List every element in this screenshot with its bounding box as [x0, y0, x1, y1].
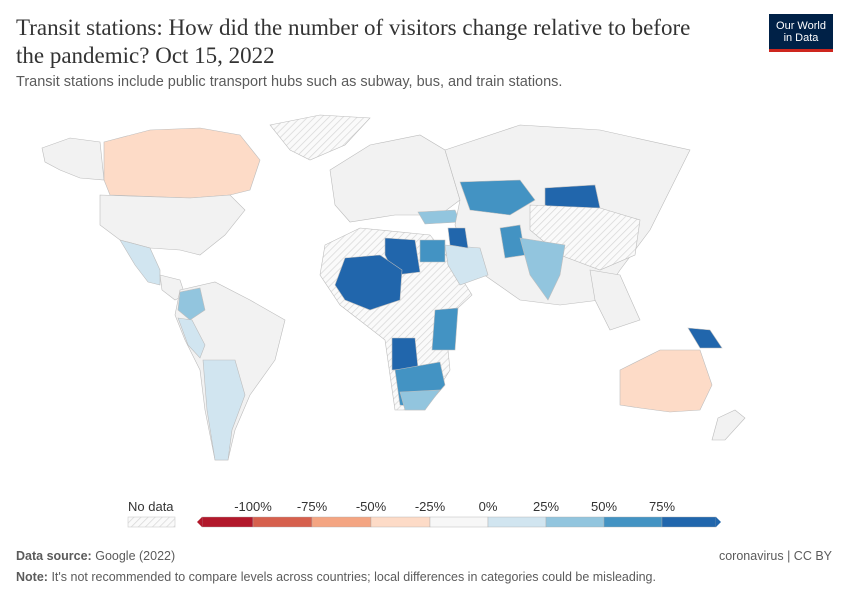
- legend-tick-label: 25%: [533, 499, 559, 514]
- country-turkey[interactable]: [417, 209, 461, 225]
- logo-line1: Our World: [776, 19, 826, 32]
- country-peru[interactable]: [177, 317, 206, 359]
- country-ethiopia-kenya[interactable]: [431, 307, 459, 351]
- country-south-africa[interactable]: [399, 389, 441, 411]
- logo-line2: in Data: [783, 31, 819, 44]
- legend: No data -100% -75% -50% -25% 0% 25% 50% 75%: [127, 499, 721, 528]
- license[interactable]: coronavirus | CC BY: [718, 549, 832, 563]
- legend-arrow-right: [716, 517, 721, 527]
- note: Note: It's not recommended to compare le…: [16, 570, 656, 584]
- chart-subtitle: Transit stations include public transpor…: [16, 74, 563, 90]
- country-india[interactable]: [519, 237, 566, 301]
- legend-tick-label: 0%: [479, 499, 498, 514]
- country-greenland[interactable]: [269, 114, 371, 161]
- note-text: It's not recommended to compare levels a…: [51, 570, 656, 584]
- legend-tick-label: -100%: [234, 499, 272, 514]
- country-png[interactable]: [687, 327, 723, 349]
- source-label: Data source:: [16, 549, 92, 563]
- region-europe[interactable]: [329, 134, 461, 223]
- country-colombia[interactable]: [177, 287, 206, 321]
- legend-bin[interactable]: [370, 516, 431, 528]
- country-mexico[interactable]: [119, 239, 161, 286]
- legend-tick-label: 50%: [591, 499, 617, 514]
- owid-logo[interactable]: Our World in Data: [769, 14, 833, 52]
- legend-bin[interactable]: [661, 516, 717, 528]
- legend-arrow-left: [197, 517, 202, 527]
- legend-tick-label: -75%: [297, 499, 328, 514]
- country-australia[interactable]: [619, 349, 713, 413]
- note-label: Note:: [16, 570, 48, 584]
- legend-bin[interactable]: [252, 516, 313, 528]
- country-egypt[interactable]: [419, 239, 446, 263]
- legend-no-data-swatch[interactable]: [127, 516, 176, 528]
- legend-bin[interactable]: [311, 516, 372, 528]
- data-source: Data source: Google (2022): [16, 549, 175, 563]
- country-kazakhstan[interactable]: [459, 179, 536, 216]
- chart-title: Transit stations: How did the number of …: [16, 15, 691, 68]
- legend-bin[interactable]: [545, 516, 605, 528]
- country-canada[interactable]: [103, 127, 261, 199]
- legend-tick-label: -25%: [415, 499, 446, 514]
- country-usa[interactable]: [99, 194, 246, 256]
- country-saudi-arabia[interactable]: [444, 244, 489, 286]
- legend-bin[interactable]: [201, 516, 254, 528]
- legend-no-data-label: No data: [128, 499, 174, 514]
- legend-bin[interactable]: [603, 516, 663, 528]
- region-southeast-asia[interactable]: [589, 269, 641, 331]
- country-chile-argentina[interactable]: [202, 359, 246, 461]
- country-china[interactable]: [529, 204, 641, 271]
- legend-tick-label: 75%: [649, 499, 675, 514]
- country-iraq[interactable]: [447, 227, 469, 249]
- region-alaska[interactable]: [41, 137, 105, 181]
- country-new-zealand[interactable]: [711, 409, 746, 441]
- legend-bin[interactable]: [487, 516, 547, 528]
- country-angola[interactable]: [391, 337, 419, 371]
- legend-bin[interactable]: [429, 516, 489, 528]
- source-value[interactable]: Google (2022): [95, 549, 176, 563]
- legend-tick-label: -50%: [356, 499, 387, 514]
- region-west-africa[interactable]: [334, 254, 403, 311]
